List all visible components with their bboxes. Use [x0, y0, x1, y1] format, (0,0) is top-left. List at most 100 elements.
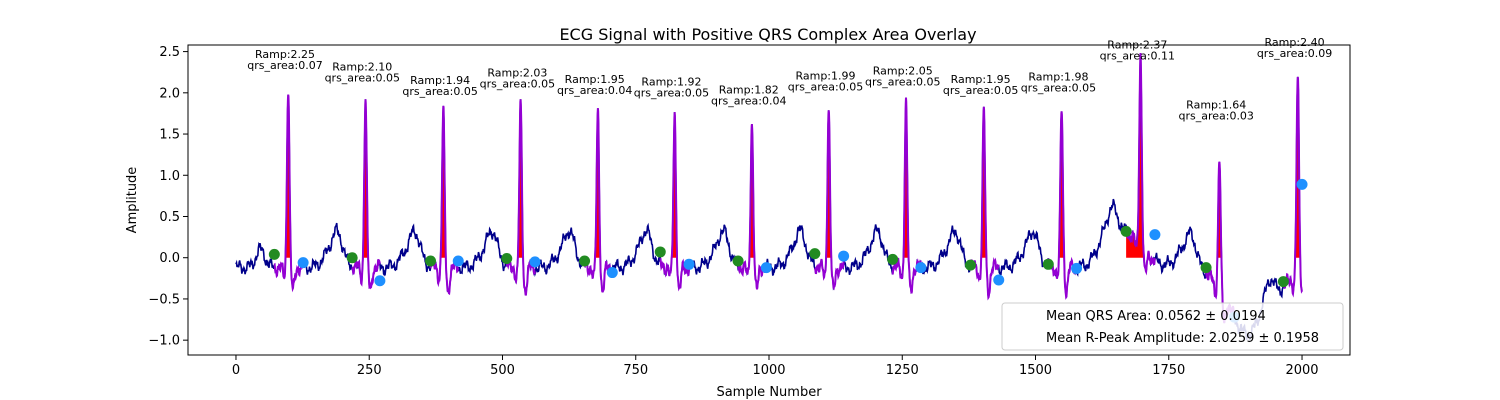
ramp-annotation: Ramp:2.10 — [332, 61, 392, 74]
qrs-area-annotation: qrs_area:0.07 — [247, 59, 322, 72]
x-tick-label: 1250 — [886, 363, 919, 378]
qrs-area-annotation: qrs_area:0.05 — [480, 77, 555, 90]
qrs-offset-marker — [1149, 229, 1161, 241]
qrs-area-annotation: qrs_area:0.05 — [943, 84, 1018, 97]
qrs-segment-line — [1047, 111, 1078, 300]
qrs-offset-marker — [915, 262, 927, 274]
qrs-area-fill — [1126, 53, 1155, 258]
x-axis: 0 250 500 750 1000 1250 1500 1750 2000 — [232, 355, 1319, 378]
qrs-offset-marker — [760, 262, 772, 274]
qrs-onset-marker — [268, 248, 280, 260]
qrs-area-annotation: qrs_area:0.05 — [1021, 81, 1096, 94]
y-tick-label: −1.0 — [148, 334, 180, 349]
y-axis: −1.0 −0.5 0.0 0.5 1.0 1.5 2.0 2.5 — [148, 45, 188, 349]
qrs-area-annotation: qrs_area:0.04 — [711, 95, 786, 108]
ramp-annotation: Ramp:1.95 — [951, 73, 1011, 86]
qrs-area-annotation: qrs_area:0.05 — [402, 85, 477, 98]
qrs-offset-marker — [297, 257, 309, 269]
qrs-onset-marker — [1200, 262, 1212, 274]
ramp-annotation: Ramp:1.95 — [565, 73, 625, 86]
qrs-area-fill — [506, 99, 535, 258]
qrs-area-annotation: qrs_area:0.05 — [788, 81, 863, 94]
x-tick-label: 250 — [357, 363, 382, 378]
qrs-segment-line — [1125, 52, 1156, 276]
qrs-onset-marker — [964, 259, 976, 271]
qrs-segment-line — [1205, 161, 1236, 324]
qrs-segment-line — [737, 124, 768, 290]
qrs-onset-marker — [346, 252, 358, 264]
qrs-segment-line — [351, 99, 381, 290]
qrs-segment-line — [969, 106, 1000, 301]
x-tick-label: 2000 — [1285, 363, 1318, 378]
qrs-onset-marker — [1277, 276, 1289, 288]
qrs-onset-marker — [887, 253, 899, 265]
qrs-offset-marker — [993, 274, 1005, 286]
qrs-onset-marker — [579, 255, 591, 267]
qrs-offset-marker — [529, 256, 541, 268]
x-tick-label: 0 — [232, 363, 240, 378]
qrs-offset-marker — [838, 250, 850, 262]
y-tick-label: −0.5 — [148, 292, 180, 307]
qrs-offset-marker — [374, 275, 386, 287]
y-tick-label: 2.0 — [159, 86, 180, 101]
qrs-area-annotation: qrs_area:0.05 — [865, 76, 940, 89]
ramp-annotation: Ramp:1.98 — [1028, 70, 1088, 83]
legend-box — [1001, 302, 1344, 351]
qrs-segment-line — [814, 110, 845, 291]
y-tick-label: 2.5 — [159, 45, 180, 60]
x-tick-label: 1750 — [1152, 363, 1185, 378]
qrs-onset-marker — [1042, 258, 1054, 270]
ramp-annotation: Ramp:1.82 — [719, 84, 779, 97]
y-tick-label: 1.5 — [159, 128, 180, 143]
ramp-annotation: Ramp:2.25 — [255, 48, 315, 61]
qrs-area-annotation: qrs_area:0.09 — [1257, 47, 1332, 60]
qrs-area-annotation: qrs_area:0.05 — [325, 72, 400, 85]
qrs-offset-marker — [1071, 262, 1083, 274]
qrs-segment-line — [429, 105, 460, 296]
qrs-segment-line — [891, 97, 922, 294]
x-axis-label: Sample Number — [716, 385, 822, 400]
qrs-onset-marker — [1120, 225, 1132, 237]
qrs-onset-marker — [732, 255, 744, 267]
x-tick-label: 750 — [623, 363, 648, 378]
ramp-annotation: Ramp:1.64 — [1186, 99, 1246, 112]
qrs-area-annotation: qrs_area:0.03 — [1178, 110, 1253, 123]
x-tick-label: 1500 — [1019, 363, 1052, 378]
qrs-markers — [268, 178, 1308, 323]
qrs-onset-marker — [654, 246, 666, 258]
ramp-annotation: Ramp:2.03 — [487, 66, 547, 79]
qrs-offset-marker — [683, 258, 695, 270]
qrs-offset-marker — [1296, 178, 1308, 190]
ramp-annotation: Ramp:1.94 — [410, 74, 470, 87]
legend-entry-mean-qrs-area: Mean QRS Area: 0.0562 ± 0.0194 — [1046, 309, 1266, 324]
qrs-segment-line — [659, 112, 691, 292]
qrs-segment-line — [583, 108, 614, 293]
legend-entry-mean-r-peak-amplitude: Mean R-Peak Amplitude: 2.0259 ± 0.1958 — [1046, 331, 1319, 346]
y-tick-label: 0.0 — [159, 251, 180, 266]
ramp-annotation: Ramp:1.99 — [795, 70, 855, 83]
qrs-segment-line — [505, 99, 536, 296]
qrs-area-annotation: qrs_area:0.04 — [557, 84, 632, 97]
qrs-offset-marker — [452, 255, 464, 267]
legend: Mean QRS Area: 0.0562 ± 0.0194 Mean R-Pe… — [1001, 302, 1344, 351]
x-tick-label: 1000 — [752, 363, 785, 378]
qrs-onset-marker — [501, 253, 513, 265]
ramp-annotation: Ramp:2.05 — [873, 65, 933, 78]
y-tick-label: 0.5 — [159, 210, 180, 225]
y-tick-label: 1.0 — [159, 169, 180, 184]
qrs-offset-marker — [606, 267, 618, 279]
x-tick-label: 500 — [490, 363, 515, 378]
y-axis-label: Amplitude — [125, 167, 140, 234]
ramp-annotation: Ramp:1.92 — [641, 75, 701, 88]
qrs-area-fill — [660, 112, 690, 258]
ramp-annotation: Ramp:2.40 — [1265, 36, 1325, 49]
qrs-area-fill — [738, 124, 767, 258]
qrs-area-annotation: qrs_area:0.11 — [1100, 49, 1175, 62]
qrs-onset-marker — [809, 248, 821, 260]
qrs-onset-marker — [425, 255, 437, 267]
chart-title: ECG Signal with Positive QRS Complex Are… — [559, 25, 976, 44]
qrs-area-annotation: qrs_area:0.05 — [634, 86, 709, 99]
